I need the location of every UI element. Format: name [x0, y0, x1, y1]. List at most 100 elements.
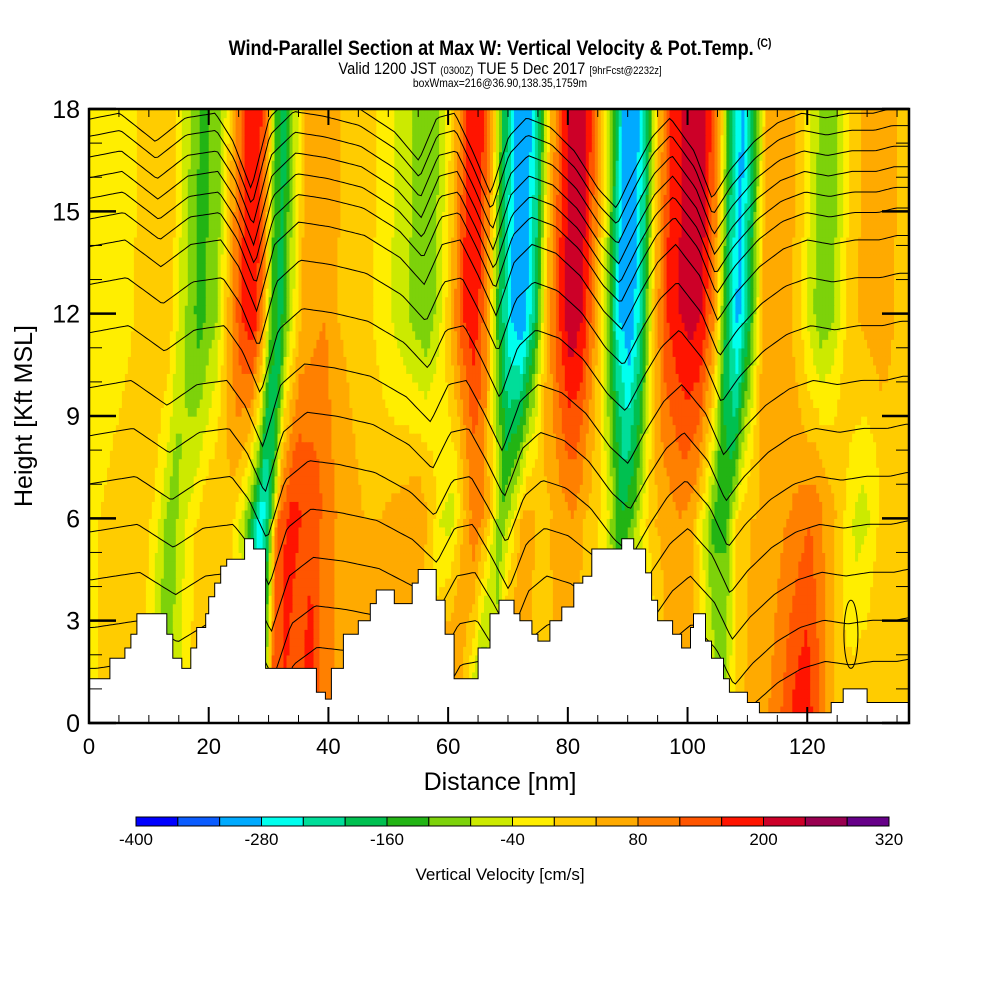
w-cell: [469, 629, 473, 639]
w-cell: [765, 697, 769, 707]
w-cell: [286, 620, 291, 630]
w-cell: [109, 612, 114, 622]
w-cell: [325, 595, 329, 605]
w-cell: [343, 578, 347, 588]
w-cell: [687, 569, 692, 579]
w-cell: [493, 586, 497, 596]
w-cell: [115, 586, 120, 596]
w-cell: [187, 569, 192, 579]
w-cell: [810, 705, 814, 716]
w-cell: [89, 612, 93, 622]
w-cell: [514, 569, 518, 579]
w-cell: [98, 629, 102, 639]
w-cell: [801, 705, 805, 716]
w-cell: [469, 646, 473, 656]
w-cell: [403, 586, 407, 596]
w-cell: [406, 569, 410, 579]
w-cell: [717, 637, 722, 647]
w-cell: [187, 586, 192, 596]
w-cell: [699, 578, 704, 588]
w-cell: [669, 569, 674, 579]
w-cell: [825, 603, 829, 613]
w-cell: [187, 646, 192, 656]
w-cell: [717, 595, 722, 605]
w-cell: [316, 629, 320, 639]
w-cell: [867, 646, 871, 656]
w-cell: [768, 688, 772, 699]
w-cell: [157, 578, 162, 588]
w-cell: [651, 569, 656, 579]
w-cell: [481, 637, 485, 647]
w-cell: [759, 637, 763, 647]
w-cell: [786, 654, 790, 664]
w-cell: [822, 595, 826, 605]
w-cell: [753, 586, 757, 596]
w-cell: [675, 603, 680, 613]
w-cell: [759, 663, 763, 673]
w-cell: [537, 629, 542, 639]
w-cell: [166, 561, 171, 571]
w-cell: [792, 620, 796, 630]
forecast-info: [9hrFcst@2232z]: [589, 65, 662, 77]
w-cell: [328, 680, 332, 690]
w-cell: [810, 654, 814, 664]
w-cell: [181, 646, 186, 656]
w-cell: [190, 578, 195, 588]
w-cell: [199, 569, 204, 579]
w-cell: [684, 612, 689, 622]
w-cell: [831, 586, 835, 596]
w-cell: [307, 637, 312, 647]
w-cell: [463, 663, 467, 673]
w-cell: [882, 603, 886, 613]
w-cell: [298, 620, 303, 630]
w-cell: [142, 595, 147, 605]
w-cell: [531, 569, 536, 579]
w-cell: [104, 595, 108, 605]
w-cell: [169, 603, 174, 613]
w-cell: [684, 595, 689, 605]
w-cell: [352, 603, 356, 613]
w-cell: [481, 569, 485, 579]
w-cell: [573, 578, 578, 588]
w-cell: [753, 629, 757, 639]
w-cell: [349, 629, 353, 639]
w-cell: [861, 586, 865, 596]
w-cell: [178, 569, 183, 579]
w-cell: [448, 603, 452, 613]
w-cell: [310, 663, 315, 673]
w-cell: [355, 595, 359, 605]
w-cell: [475, 569, 479, 579]
w-cell: [768, 705, 772, 716]
w-cell: [807, 603, 811, 613]
w-cell: [708, 578, 713, 588]
w-cell: [298, 595, 303, 605]
w-cell: [786, 603, 790, 613]
w-cell: [852, 620, 856, 630]
w-cell: [714, 569, 719, 579]
w-cell: [546, 578, 551, 588]
w-cell: [861, 680, 865, 690]
w-cell: [702, 569, 707, 579]
w-cell: [804, 671, 808, 681]
w-cell: [843, 654, 847, 664]
w-cell: [334, 663, 338, 673]
w-cell: [481, 620, 485, 630]
box-wmax-info: boxWmax=216@36.90,138.35,1759m: [412, 76, 588, 90]
w-cell: [304, 620, 309, 630]
w-cell: [268, 612, 273, 622]
w-cell: [373, 569, 377, 579]
w-cell: [681, 586, 686, 596]
w-cell: [750, 612, 754, 622]
w-cell: [490, 569, 494, 579]
w-cell: [729, 578, 733, 588]
w-cell: [798, 663, 802, 673]
w-cell: [540, 603, 545, 613]
w-cell: [160, 586, 165, 596]
w-cell: [651, 595, 656, 605]
w-cell: [741, 578, 745, 588]
w-cell: [280, 603, 285, 613]
w-cell: [298, 586, 303, 596]
w-cell: [714, 637, 719, 647]
w-cell: [549, 603, 554, 613]
w-cell: [172, 629, 177, 639]
